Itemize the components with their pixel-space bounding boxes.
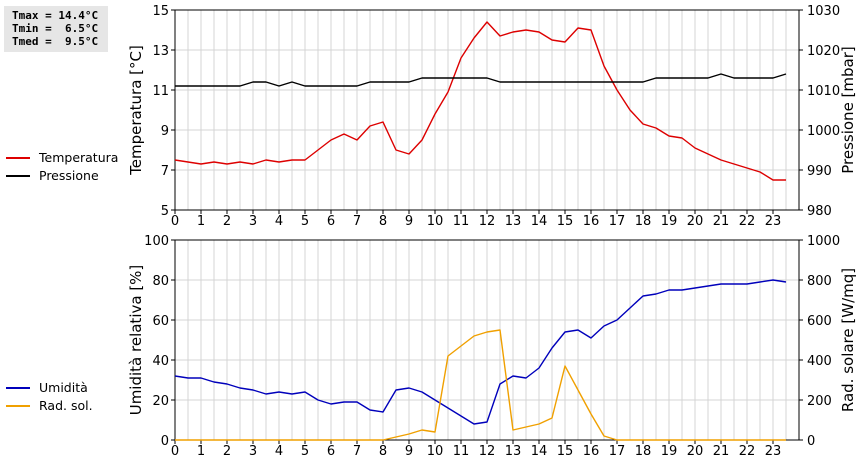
y-left-tick-label: 80 xyxy=(152,274,169,289)
x-tick-label: 8 xyxy=(379,214,387,229)
y-left-tick-label: 13 xyxy=(152,44,169,59)
x-tick-label: 21 xyxy=(713,444,730,459)
series-line-pressione xyxy=(175,73,787,87)
y-right-tick-label: 980 xyxy=(807,204,832,219)
x-tick-label: 15 xyxy=(557,214,574,229)
series-line-rad-sol xyxy=(175,329,786,441)
y-left-tick-label: 100 xyxy=(144,234,169,249)
y-right-tick-label: 1030 xyxy=(807,4,840,19)
x-tick-label: 10 xyxy=(427,444,444,459)
x-tick-label: 3 xyxy=(249,444,257,459)
x-tick-label: 5 xyxy=(301,214,309,229)
y-right-tick-label: 1010 xyxy=(807,84,840,99)
x-tick-label: 0 xyxy=(171,214,179,229)
x-tick-label: 21 xyxy=(713,214,730,229)
y-left-tick-label: 11 xyxy=(152,84,169,99)
legend-label: Umidità xyxy=(39,380,88,395)
x-tick-label: 9 xyxy=(405,444,413,459)
x-tick-label: 6 xyxy=(327,444,335,459)
x-tick-label: 3 xyxy=(249,214,257,229)
tmed-text: Tmed = 9.5°C xyxy=(12,35,99,48)
x-tick-label: 1 xyxy=(197,214,205,229)
y-right-tick-label: 400 xyxy=(807,354,832,369)
x-tick-label: 13 xyxy=(505,214,522,229)
y-left-tick-label: 9 xyxy=(161,124,169,139)
x-tick-label: 19 xyxy=(661,444,678,459)
x-tick-label: 18 xyxy=(635,444,652,459)
y-right-tick-label: 200 xyxy=(807,394,832,409)
x-tick-label: 22 xyxy=(739,214,756,229)
stats-box: Tmax = 14.4°C Tmin = 6.5°C Tmed = 9.5°C xyxy=(4,6,108,52)
y-left-tick-label: 7 xyxy=(161,164,169,179)
y-right-axis-label: Pressione [mbar] xyxy=(839,46,857,174)
x-tick-label: 2 xyxy=(223,214,231,229)
y-left-tick-label: 5 xyxy=(161,204,169,219)
x-tick-label: 22 xyxy=(739,444,756,459)
y-right-tick-label: 800 xyxy=(807,274,832,289)
x-tick-label: 15 xyxy=(557,444,574,459)
y-right-tick-label: 1020 xyxy=(807,44,840,59)
x-tick-label: 9 xyxy=(405,214,413,229)
x-tick-label: 4 xyxy=(275,444,283,459)
y-left-tick-label: 15 xyxy=(152,4,169,19)
y-right-tick-label: 1000 xyxy=(807,234,840,249)
x-tick-label: 14 xyxy=(531,444,548,459)
x-tick-label: 8 xyxy=(379,444,387,459)
y-right-tick-label: 600 xyxy=(807,314,832,329)
x-tick-label: 11 xyxy=(453,444,470,459)
x-tick-label: 20 xyxy=(687,444,704,459)
x-tick-label: 14 xyxy=(531,214,548,229)
x-tick-label: 17 xyxy=(609,444,626,459)
x-tick-label: 2 xyxy=(223,444,231,459)
y-left-axis-label: Temperatura [°C] xyxy=(127,45,145,176)
legend-label: Temperatura xyxy=(38,150,118,165)
x-tick-label: 23 xyxy=(765,214,782,229)
legend-label: Pressione xyxy=(39,168,99,183)
x-tick-label: 13 xyxy=(505,444,522,459)
series-line-temperatura xyxy=(174,21,786,181)
x-tick-label: 1 xyxy=(197,444,205,459)
x-tick-label: 18 xyxy=(635,214,652,229)
y-right-tick-label: 0 xyxy=(807,434,815,449)
x-tick-label: 5 xyxy=(301,444,309,459)
x-tick-label: 12 xyxy=(479,444,496,459)
x-tick-label: 23 xyxy=(765,444,782,459)
series-line-umidit xyxy=(174,279,787,425)
x-tick-label: 0 xyxy=(171,444,179,459)
x-tick-label: 10 xyxy=(427,214,444,229)
x-tick-label: 17 xyxy=(609,214,626,229)
y-left-tick-label: 40 xyxy=(152,354,169,369)
x-tick-label: 11 xyxy=(453,214,470,229)
y-left-tick-label: 20 xyxy=(152,394,169,409)
y-right-tick-label: 1000 xyxy=(807,124,840,139)
tmax-text: Tmax = 14.4°C xyxy=(12,9,99,22)
legend-label: Rad. sol. xyxy=(39,398,93,413)
x-tick-label: 19 xyxy=(661,214,678,229)
tmin-text: Tmin = 6.5°C xyxy=(12,22,99,35)
x-tick-label: 16 xyxy=(583,214,600,229)
x-tick-label: 20 xyxy=(687,214,704,229)
x-tick-label: 12 xyxy=(479,214,496,229)
x-tick-label: 7 xyxy=(353,444,361,459)
y-left-tick-label: 60 xyxy=(152,314,169,329)
x-tick-label: 16 xyxy=(583,444,600,459)
x-tick-label: 7 xyxy=(353,214,361,229)
x-tick-label: 6 xyxy=(327,214,335,229)
y-left-axis-label: Umidità relativa [%] xyxy=(127,265,145,416)
y-left-tick-label: 0 xyxy=(161,434,169,449)
x-tick-label: 4 xyxy=(275,214,283,229)
y-right-tick-label: 990 xyxy=(807,164,832,179)
y-right-axis-label: Rad. solare [W/mq] xyxy=(839,268,857,412)
